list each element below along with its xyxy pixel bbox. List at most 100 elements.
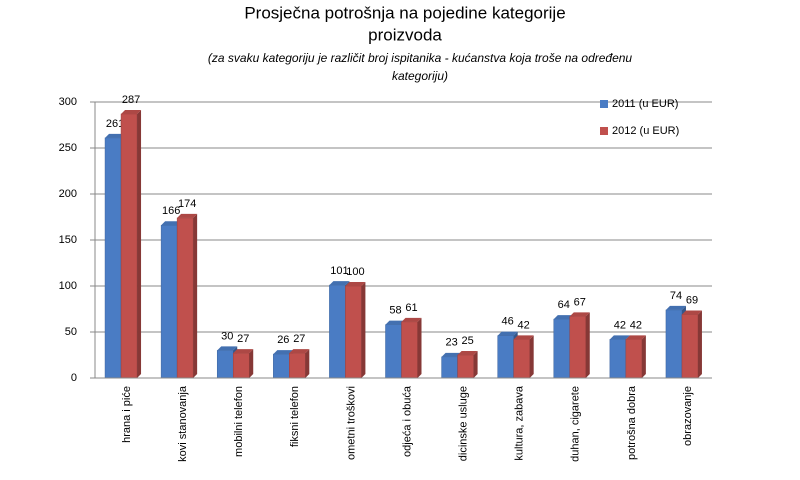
x-tick-label: duhan, cigarete <box>570 386 582 462</box>
bar-top <box>105 133 126 138</box>
y-tick-label: 300 <box>59 96 77 108</box>
bar-top <box>441 352 462 357</box>
bar-side <box>417 317 422 378</box>
value-label: 58 <box>389 305 401 317</box>
bar <box>216 350 234 379</box>
bar <box>401 321 418 379</box>
bar <box>120 113 138 379</box>
chart-title: proizvoda <box>368 25 442 44</box>
bar-top <box>569 312 590 317</box>
bar <box>104 137 122 379</box>
bar-side <box>305 349 310 378</box>
x-tick-label: odjeća i obuća <box>401 385 413 457</box>
bar <box>385 324 402 379</box>
chart-subtitle: kategoriju) <box>392 69 448 83</box>
bar-top <box>609 335 630 340</box>
legend-label: 2012 (u EUR) <box>612 125 679 137</box>
value-label: 27 <box>237 333 249 345</box>
value-label: 27 <box>293 333 305 345</box>
x-tick-label: fiksni telefon <box>289 386 301 447</box>
x-tick-label: obrazovanje <box>682 386 694 446</box>
bar-top <box>177 213 198 218</box>
value-label: 174 <box>178 198 196 210</box>
bar-side <box>641 335 646 378</box>
bar-side <box>697 310 702 378</box>
bar <box>329 284 346 379</box>
bar <box>441 356 458 379</box>
bar-side <box>361 282 366 378</box>
legend-label: 2011 (u EUR) <box>612 98 678 110</box>
value-label: 166 <box>162 205 180 217</box>
bar <box>289 352 306 379</box>
bar-side <box>473 351 478 378</box>
x-tick-label: ometni troškovi <box>345 386 357 460</box>
bar-side <box>529 335 534 378</box>
legend-swatch <box>600 127 608 135</box>
bar-top <box>289 349 310 354</box>
x-tick-label: kultura, zabava <box>514 385 526 460</box>
value-label: 69 <box>686 294 698 306</box>
chart-subtitle: (za svaku kategoriju je različit broj is… <box>208 51 633 65</box>
x-tick-label: kovi stanovanja <box>177 385 189 462</box>
bar <box>569 316 587 379</box>
value-label: 64 <box>558 299 570 311</box>
bar <box>345 285 362 379</box>
bar <box>497 335 514 379</box>
bar-side <box>193 213 198 378</box>
bar <box>665 309 683 379</box>
bar <box>273 353 290 379</box>
bar-side <box>137 109 142 379</box>
y-tick-label: 100 <box>59 280 77 292</box>
y-tick-label: 200 <box>59 188 77 200</box>
x-tick-label: mobilni telefon <box>233 386 245 457</box>
value-label: 101 <box>330 265 348 277</box>
value-label: 74 <box>670 290 682 302</box>
bar <box>513 339 530 379</box>
x-tick-label: potrošna dobra <box>626 385 638 460</box>
value-label: 61 <box>405 302 417 314</box>
bar-top <box>329 281 350 286</box>
bar <box>625 339 643 379</box>
bar-top <box>681 310 702 315</box>
value-label: 287 <box>122 94 140 106</box>
bar-top <box>233 349 254 354</box>
bar-top <box>497 331 518 336</box>
value-label: 46 <box>502 316 514 328</box>
bar-top <box>457 351 478 355</box>
bar-top <box>121 109 142 114</box>
y-tick-label: 150 <box>59 234 77 246</box>
value-label: 42 <box>518 319 530 331</box>
value-label: 23 <box>445 337 457 349</box>
bar <box>609 339 627 379</box>
bar-top <box>385 320 406 325</box>
value-label: 26 <box>277 334 289 346</box>
bar <box>176 217 194 379</box>
value-label: 42 <box>614 319 626 331</box>
chart-title: Prosječna potrošnja na pojedine kategori… <box>244 3 565 22</box>
value-label: 100 <box>346 266 364 278</box>
bar-top <box>625 335 646 340</box>
bar-top <box>217 346 238 351</box>
value-label: 42 <box>630 319 642 331</box>
legend-swatch <box>600 100 608 108</box>
bar <box>232 352 250 379</box>
bar-top <box>553 315 574 320</box>
bar <box>457 354 474 379</box>
value-label: 25 <box>461 335 473 347</box>
y-tick-label: 50 <box>65 326 77 338</box>
bar-top <box>513 335 534 340</box>
bar-side <box>249 349 254 378</box>
bar-top <box>345 282 366 286</box>
bar-top <box>665 305 686 310</box>
y-tick-label: 0 <box>71 372 77 384</box>
x-tick-label: dicinske usluge <box>457 386 469 461</box>
bar <box>681 314 699 379</box>
bar-side <box>585 312 590 378</box>
value-label: 30 <box>221 330 233 342</box>
x-tick-label: hrana i piće <box>121 386 133 443</box>
bar <box>553 318 571 379</box>
bar-top <box>401 317 422 322</box>
value-label: 67 <box>574 296 586 308</box>
bar-top <box>161 221 182 226</box>
